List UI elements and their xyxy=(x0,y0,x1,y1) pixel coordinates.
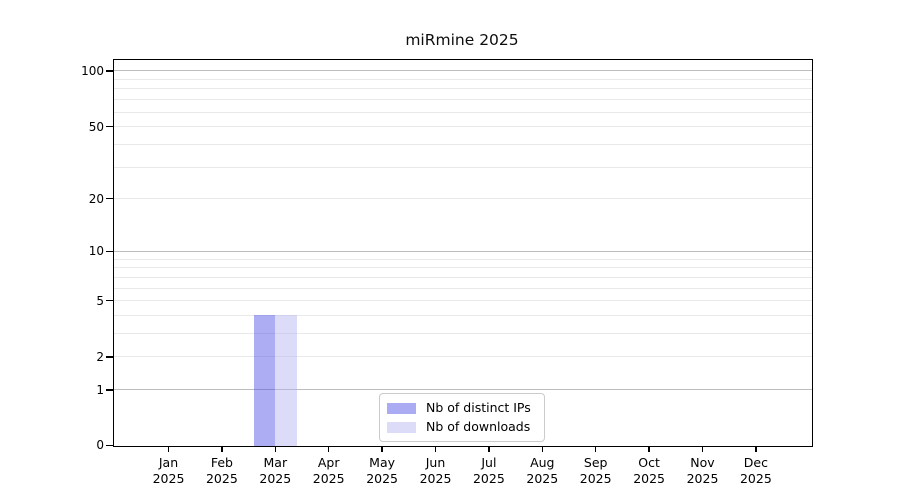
x-tick xyxy=(381,446,383,452)
minor-gridline xyxy=(114,356,812,358)
y-tick xyxy=(106,389,113,391)
major-gridline xyxy=(114,389,812,391)
x-tick-label: Aug 2025 xyxy=(510,455,574,486)
x-tick xyxy=(648,446,650,452)
y-tick-label: 1 xyxy=(96,382,104,397)
legend-swatch xyxy=(387,402,416,414)
x-tick-year: 2025 xyxy=(419,470,452,486)
minor-gridline xyxy=(114,99,812,101)
chart-title: miRmine 2025 xyxy=(405,31,519,49)
y-tick-label: 50 xyxy=(88,119,104,134)
minor-gridline xyxy=(114,267,812,269)
y-tick xyxy=(106,250,113,252)
minor-gridline xyxy=(114,333,812,335)
x-tick-label: Nov 2025 xyxy=(671,455,735,486)
x-tick-label: Jan 2025 xyxy=(137,455,201,486)
minor-gridline xyxy=(114,78,812,80)
x-tick xyxy=(221,446,223,452)
minor-gridline xyxy=(114,143,812,145)
x-tick xyxy=(595,446,597,452)
x-tick-year: 2025 xyxy=(259,470,292,486)
x-tick xyxy=(274,446,276,452)
x-tick-year: 2025 xyxy=(205,470,238,486)
legend-item-downloads: Nb of downloads xyxy=(387,420,535,434)
x-tick xyxy=(541,446,543,452)
y-tick-label: 2 xyxy=(96,349,104,364)
x-tick-label: Jul 2025 xyxy=(457,455,521,486)
minor-gridline xyxy=(114,126,812,128)
x-tick-year: 2025 xyxy=(472,470,505,486)
minor-gridline xyxy=(114,258,812,260)
x-tick-year: 2025 xyxy=(526,470,559,486)
x-tick-year: 2025 xyxy=(152,470,185,486)
x-tick-label: Apr 2025 xyxy=(297,455,361,486)
x-tick-label: Jun 2025 xyxy=(404,455,468,486)
x-tick-year: 2025 xyxy=(633,470,665,486)
x-tick-year: 2025 xyxy=(739,470,772,486)
major-gridline xyxy=(114,250,812,252)
minor-gridline xyxy=(114,276,812,278)
minor-gridline xyxy=(114,166,812,168)
x-tick xyxy=(167,446,170,452)
x-tick-label: May 2025 xyxy=(350,455,414,486)
plot-area: Dec 2025 Nov 2025 Oct 2025 Sep 2025 Aug 2025 Jul 20… xyxy=(81,59,813,486)
minor-gridline xyxy=(114,198,812,200)
x-tick-label: Feb 2025 xyxy=(190,455,254,486)
y-tick xyxy=(106,299,113,302)
minor-gridline xyxy=(114,88,812,90)
x-tick-label: Sep 2025 xyxy=(564,455,628,486)
y-tick xyxy=(106,198,113,200)
y-tick-label: 100 xyxy=(81,63,104,78)
x-tick xyxy=(701,446,704,452)
x-tick-year: 2025 xyxy=(312,470,345,486)
legend-item-distinct-ips: Nb of distinct IPs xyxy=(387,401,535,415)
y-tick-label: 10 xyxy=(88,244,104,259)
x-tick xyxy=(488,446,490,452)
minor-gridline xyxy=(114,314,812,316)
legend-swatch xyxy=(387,421,416,433)
y-tick xyxy=(106,444,113,446)
bar-distinct-ips xyxy=(253,315,276,446)
bar-downloads xyxy=(275,315,297,446)
x-tick-year: 2025 xyxy=(579,470,612,486)
y-tick-label: 0 xyxy=(96,438,104,453)
y-tick xyxy=(106,356,113,358)
x-tick-year: 2025 xyxy=(686,470,719,486)
x-tick-label: Dec 2025 xyxy=(724,455,788,486)
x-tick-label: Oct 2025 xyxy=(617,455,681,486)
y-tick-label: 5 xyxy=(96,293,104,308)
y-tick xyxy=(106,125,113,128)
y-tick xyxy=(106,70,113,72)
x-tick-label: Mar 2025 xyxy=(243,455,307,486)
minor-gridline xyxy=(114,111,812,113)
minor-gridline xyxy=(114,300,812,302)
y-tick-label: 20 xyxy=(88,191,104,206)
major-gridline xyxy=(114,70,812,72)
legend-label: Nb of downloads xyxy=(426,419,531,434)
x-tick xyxy=(434,446,437,452)
x-tick xyxy=(328,446,330,452)
minor-gridline xyxy=(114,287,812,289)
legend-label: Nb of distinct IPs xyxy=(426,400,531,415)
legend: Nb of distinct IPs Nb of downloads xyxy=(379,393,545,442)
x-tick xyxy=(755,446,757,452)
x-tick-year: 2025 xyxy=(366,470,398,486)
